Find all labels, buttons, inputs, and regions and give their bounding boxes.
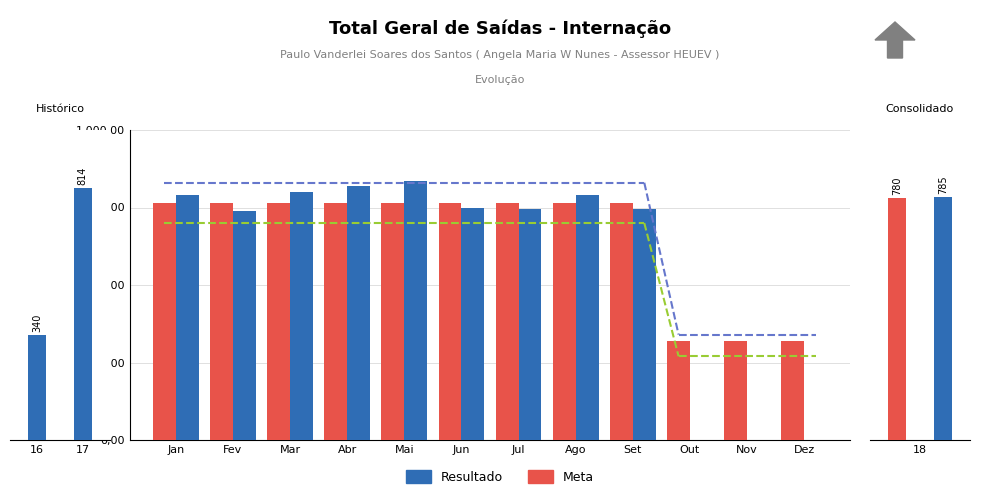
Text: 785: 785 xyxy=(938,175,948,194)
Bar xyxy=(461,208,484,440)
Bar xyxy=(576,195,599,440)
Text: 340: 340 xyxy=(32,313,42,332)
Bar xyxy=(934,196,952,440)
Text: Histórico: Histórico xyxy=(36,104,84,115)
Y-axis label: Nº: Nº xyxy=(79,272,94,285)
Bar xyxy=(290,192,313,440)
Bar xyxy=(267,203,290,440)
Bar xyxy=(404,181,427,440)
Bar xyxy=(519,209,541,440)
Bar xyxy=(210,203,233,440)
Text: Total Geral de Saídas - Internação: Total Geral de Saídas - Internação xyxy=(329,20,671,38)
Bar xyxy=(324,203,347,440)
Bar xyxy=(724,341,747,440)
Bar xyxy=(633,209,656,440)
Legend: Resultado, Meta: Resultado, Meta xyxy=(401,465,599,489)
Bar xyxy=(347,186,370,440)
Bar xyxy=(74,188,92,440)
Text: Consolidado: Consolidado xyxy=(886,104,954,115)
Polygon shape xyxy=(875,22,915,58)
Bar xyxy=(28,334,46,440)
Bar xyxy=(553,203,576,440)
Text: 814: 814 xyxy=(78,166,88,184)
Text: Paulo Vanderlei Soares dos Santos ( Angela Maria W Nunes - Assessor HEUEV ): Paulo Vanderlei Soares dos Santos ( Ange… xyxy=(280,50,720,60)
Bar xyxy=(153,203,176,440)
Bar xyxy=(496,203,519,440)
Bar xyxy=(439,203,461,440)
Bar xyxy=(381,203,404,440)
Bar xyxy=(610,203,633,440)
Bar xyxy=(888,198,906,440)
Bar xyxy=(667,341,690,440)
Text: 780: 780 xyxy=(892,176,902,195)
Bar xyxy=(233,210,256,440)
Text: Evolução: Evolução xyxy=(475,75,525,85)
Bar xyxy=(781,341,804,440)
Bar xyxy=(176,195,199,440)
